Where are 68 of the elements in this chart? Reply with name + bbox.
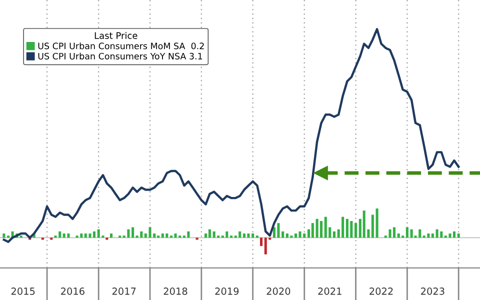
bar [324,216,327,238]
bar [80,234,83,238]
bar [166,234,168,238]
x-tick-label: 2020 [266,288,290,295]
bar [88,234,92,238]
legend-label: US CPI Urban Consumers YoY NSA 3.1 [38,52,202,60]
bar [298,231,302,238]
bar [148,227,152,238]
x-tick-label: 2019 [215,288,239,295]
bar [452,231,456,238]
bar [388,229,392,238]
bar [436,229,438,238]
bar [140,231,143,238]
bar [272,227,276,238]
bar [110,234,113,238]
bar [204,234,208,238]
bar [371,214,374,238]
bar [67,234,70,238]
bar [247,234,250,238]
bar [161,234,164,238]
bar [264,238,267,254]
bar [362,210,366,238]
x-tick-label: 2017 [112,288,136,295]
bar [187,231,190,238]
x-tick-label: 2021 [318,288,342,295]
bar [97,229,100,238]
bar [62,234,66,238]
bar [92,231,96,238]
bar [342,216,344,238]
bar [174,234,177,238]
bar [448,234,452,238]
bar [332,231,336,238]
bar [320,220,323,238]
bar [132,227,134,238]
bar [354,223,358,238]
bar [294,234,298,238]
bar [286,234,288,238]
bar [431,234,434,238]
x-tick-label: 2022 [370,288,393,295]
bar [311,223,314,238]
x-tick-label: 2018 [164,288,188,295]
bar [127,229,130,238]
bar [316,218,318,238]
x-tick-label: 2023 [421,288,444,295]
bar [350,220,353,238]
bar [392,227,396,238]
bar [208,229,211,238]
bar [346,218,348,238]
bar [252,234,254,238]
bar [212,231,216,238]
bar [410,229,413,238]
x-tick-label: 2016 [61,288,84,295]
legend-title: Last Price [94,32,138,39]
bar [260,238,263,246]
bar [2,234,6,238]
bar [406,227,408,238]
bar [440,231,443,238]
bar [226,231,228,238]
bar [397,234,400,238]
bar [282,231,284,238]
bar [457,234,460,238]
x-tick-label: 2015 [11,288,35,295]
legend-label: US CPI Urban Consumers MoM SA 0.2 [38,42,204,50]
bar [238,231,242,238]
bar [427,234,430,238]
bar [376,208,378,238]
bar [277,223,280,238]
bar [242,234,246,238]
